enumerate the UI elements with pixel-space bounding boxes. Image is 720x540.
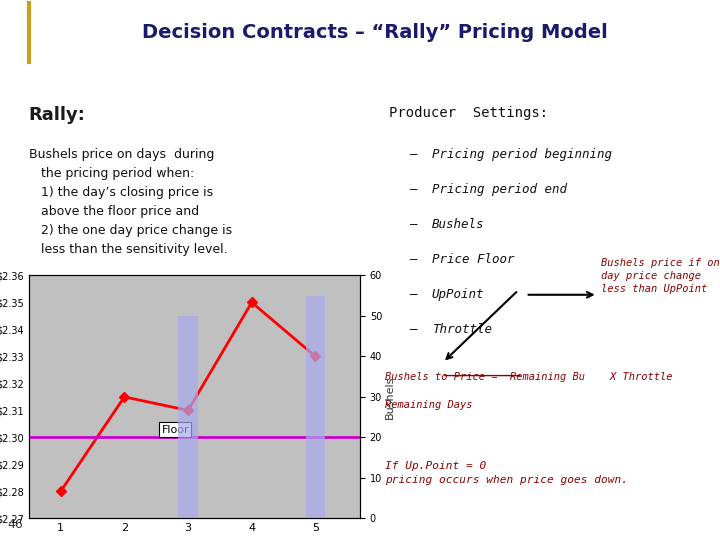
Bar [306, 295, 325, 518]
Text: Pricing period beginning: Pricing period beginning [432, 147, 612, 160]
Text: Bushels to Price =  Remaining Bu    X Throttle: Bushels to Price = Remaining Bu X Thrott… [385, 372, 672, 382]
Text: –: – [410, 323, 418, 336]
Text: –: – [410, 218, 418, 231]
Text: 46: 46 [7, 518, 23, 531]
Text: –: – [410, 253, 418, 266]
Text: –: – [410, 288, 418, 301]
Text: Floor: Floor [161, 424, 189, 435]
Text: Producer  Settings:: Producer Settings: [389, 106, 548, 119]
Text: UpPoint: UpPoint [432, 288, 485, 301]
Text: If Up.Point = 0
pricing occurs when price goes down.: If Up.Point = 0 pricing occurs when pric… [385, 461, 628, 484]
Text: Price Floor: Price Floor [432, 253, 515, 266]
Text: DECISION: DECISION [647, 500, 685, 506]
Y-axis label: Bushels: Bushels [385, 375, 395, 418]
Text: Bushels: Bushels [432, 218, 485, 231]
Text: Decision Contracts – “Rally” Pricing Model: Decision Contracts – “Rally” Pricing Mod… [142, 23, 607, 42]
Text: COMMODITIES: COMMODITIES [644, 515, 688, 520]
Text: –: – [410, 147, 418, 160]
Text: Rally:: Rally: [29, 106, 86, 124]
Text: Throttle: Throttle [432, 323, 492, 336]
Text: –: – [410, 183, 418, 195]
Bar [179, 316, 197, 518]
Text: Bushels price on days  during
   the pricing period when:
   1) the day’s closin: Bushels price on days during the pricing… [29, 147, 232, 255]
Text: Remaining Days: Remaining Days [385, 400, 473, 410]
Text: Bushels price if one
day price change
less than UpPoint: Bushels price if one day price change le… [601, 258, 720, 294]
Text: Pricing period end: Pricing period end [432, 183, 567, 195]
